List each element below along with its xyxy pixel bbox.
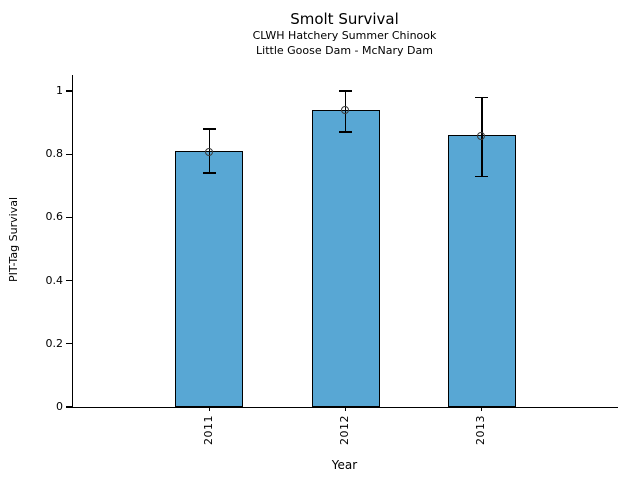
y-tick-label: 0.2 [45, 336, 64, 350]
x-tick-mark [481, 407, 483, 411]
y-tick-label: 0.8 [45, 147, 64, 161]
bar-2012 [311, 109, 380, 407]
chart-title: Smolt Survival [290, 10, 399, 28]
error-bar-cap-bottom [339, 131, 352, 133]
error-bar-cap-top [202, 128, 216, 130]
y-tick-mark [66, 90, 73, 92]
y-tick-mark [66, 280, 73, 282]
y-tick-mark [66, 216, 73, 218]
error-bar-cap-bottom [202, 172, 216, 174]
chart-subtitle-line2: Little Goose Dam - McNary Dam [256, 44, 433, 57]
x-tick-mark [208, 407, 210, 411]
bar-2011 [175, 151, 244, 407]
x-axis-label: Year [331, 458, 358, 472]
point-estimate-marker [477, 131, 486, 140]
y-tick-label: 0 [56, 400, 63, 413]
chart-subtitle-line1: CLWH Hatchery Summer Chinook [252, 29, 437, 42]
y-axis-label: PIT-Tag Survival [7, 197, 20, 283]
point-estimate-marker [341, 106, 349, 115]
x-tick-mark [344, 407, 347, 411]
error-bar-cap-top [339, 90, 352, 92]
error-bar-cap-bottom [475, 175, 489, 178]
y-tick-mark [66, 153, 73, 155]
x-tick-label: 2012 [338, 415, 351, 445]
error-bar-cap-top [475, 96, 489, 99]
title-block: Smolt Survival CLWH Hatchery Summer Chin… [72, 10, 617, 58]
y-tick-mark [66, 343, 73, 345]
x-tick-label: 2013 [474, 415, 488, 445]
y-tick-label: 0.6 [45, 210, 64, 224]
point-estimate-marker [204, 147, 213, 156]
x-tick-label: 2011 [201, 415, 215, 445]
y-tick-mark [66, 406, 73, 408]
y-tick-label: 0.4 [45, 273, 64, 287]
y-tick-label: 1 [56, 84, 63, 97]
plot-area: 0 0.2 0.4 0.6 0.8 1 2011 2012 2013 [46, 75, 618, 445]
